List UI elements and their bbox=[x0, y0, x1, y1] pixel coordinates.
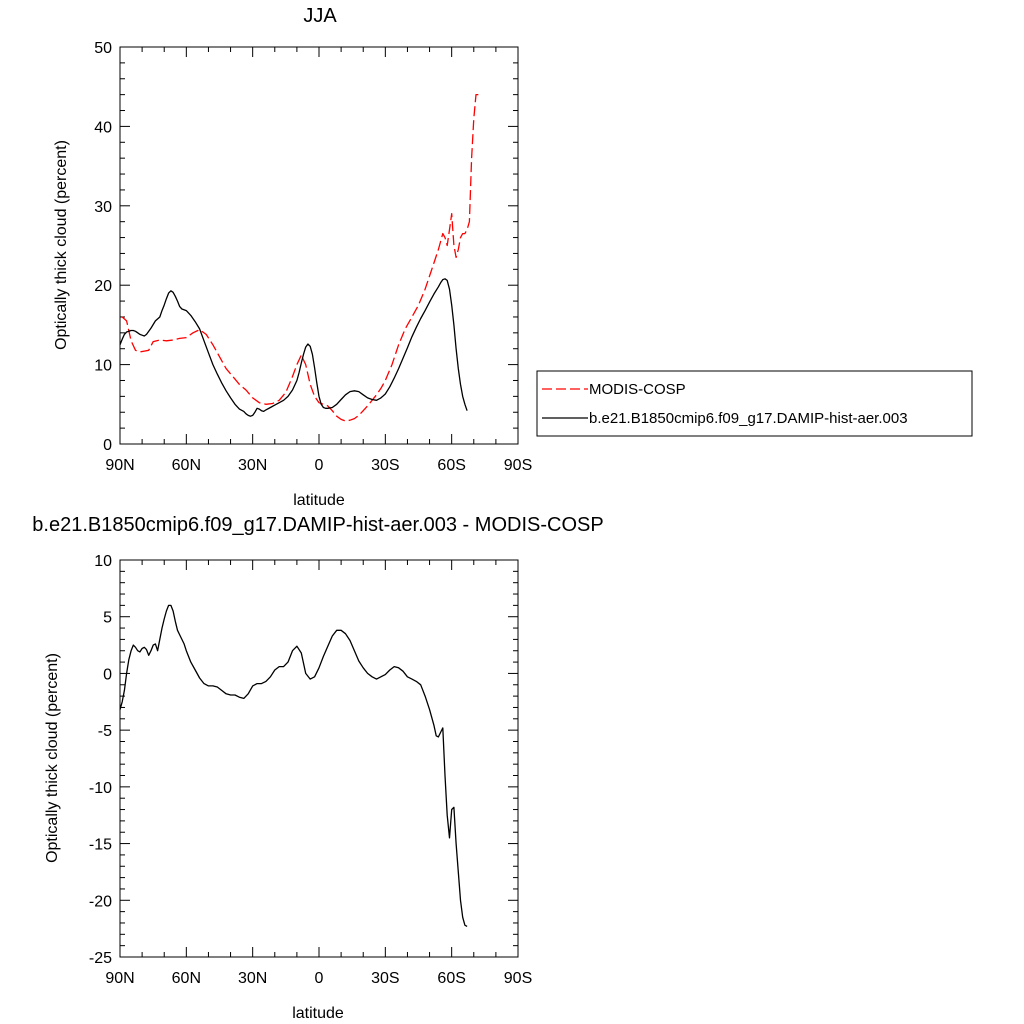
y-tick-label: -20 bbox=[89, 893, 112, 910]
x-tick-label: 30S bbox=[371, 970, 399, 987]
y-tick-label: 10 bbox=[94, 553, 112, 570]
x-tick-label: 60S bbox=[437, 970, 465, 987]
bottom-plot-frame bbox=[119, 559, 519, 958]
x-tick-label: 0 bbox=[315, 457, 324, 474]
bottom-x-axis-label: latitude bbox=[292, 1005, 344, 1022]
top-y-ticks: 0 10 20 30 40 50 bbox=[94, 40, 518, 454]
y-tick-label: -15 bbox=[89, 837, 112, 854]
legend-label-model: b.e21.B1850cmip6.f09_g17.DAMIP-hist-aer.… bbox=[589, 410, 908, 427]
legend-label-modis: MODIS-COSP bbox=[589, 381, 686, 398]
x-tick-label: 90S bbox=[504, 457, 532, 474]
x-tick-label: 60S bbox=[437, 457, 465, 474]
y-tick-label: 0 bbox=[103, 437, 112, 454]
y-tick-label: 50 bbox=[94, 40, 112, 57]
y-tick-label: 40 bbox=[94, 119, 112, 136]
x-tick-label: 60N bbox=[172, 970, 201, 987]
bottom-chart-title: b.e21.B1850cmip6.f09_g17.DAMIP-hist-aer.… bbox=[32, 514, 603, 536]
top-chart-title: JJA bbox=[303, 5, 337, 27]
top-x-axis-label: latitude bbox=[293, 492, 345, 509]
y-tick-label: 20 bbox=[94, 278, 112, 295]
top-y-axis-label: Optically thick cloud (percent) bbox=[53, 140, 70, 350]
x-tick-label: 0 bbox=[315, 970, 324, 987]
y-tick-label: -25 bbox=[89, 950, 112, 967]
series-line-1-0 bbox=[119, 604, 468, 927]
x-tick-label: 30S bbox=[371, 457, 399, 474]
top-series-lines bbox=[119, 93, 481, 422]
top-x-ticks: 90N 60N 30N 0 30S 60S 90S bbox=[105, 47, 532, 474]
x-tick-label: 90S bbox=[504, 970, 532, 987]
x-tick-label: 90N bbox=[105, 457, 134, 474]
y-tick-label: 0 bbox=[103, 666, 112, 683]
y-tick-label: 5 bbox=[103, 610, 112, 627]
y-tick-label: 30 bbox=[94, 199, 112, 216]
x-tick-label: 60N bbox=[172, 457, 201, 474]
bottom-y-axis-label: Optically thick cloud (percent) bbox=[44, 653, 61, 863]
legend-box bbox=[536, 370, 973, 437]
top-plot-frame bbox=[119, 46, 519, 445]
x-tick-label: 90N bbox=[105, 970, 134, 987]
top-chart-panel: JJA 0 10 20 30 40 50 90N 60N 30N 0 30S 60S 90S lati… bbox=[53, 5, 532, 509]
y-tick-label: 10 bbox=[94, 358, 112, 375]
bottom-x-ticks: 90N 60N 30N 0 30S 60S 90S bbox=[105, 560, 532, 987]
bottom-chart-panel: b.e21.B1850cmip6.f09_g17.DAMIP-hist-aer.… bbox=[32, 514, 603, 1022]
legend: MODIS-COSP b.e21.B1850cmip6.f09_g17.DAMI… bbox=[536, 370, 973, 437]
x-tick-label: 30N bbox=[238, 970, 267, 987]
series-line-0-0 bbox=[121, 93, 481, 422]
y-tick-label: -10 bbox=[89, 780, 112, 797]
bottom-series-lines bbox=[119, 604, 468, 927]
y-tick-label: -5 bbox=[98, 723, 112, 740]
x-tick-label: 30N bbox=[238, 457, 267, 474]
series-line-0-1 bbox=[119, 278, 468, 417]
bottom-y-ticks: -25 -20 -15 -10 -5 0 5 10 bbox=[89, 553, 518, 967]
